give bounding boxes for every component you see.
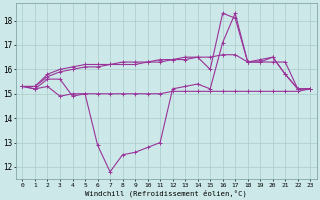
X-axis label: Windchill (Refroidissement éolien,°C): Windchill (Refroidissement éolien,°C) — [85, 189, 247, 197]
